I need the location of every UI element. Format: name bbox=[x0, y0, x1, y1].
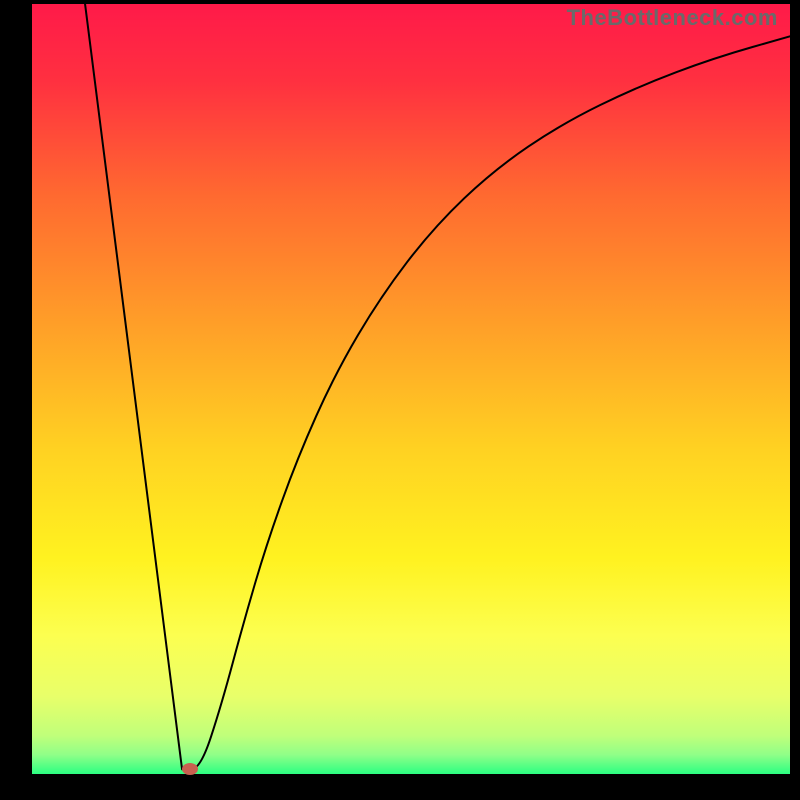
chart-frame: TheBottleneck.com bbox=[0, 0, 800, 800]
bottleneck-curve bbox=[0, 0, 800, 800]
watermark-text: TheBottleneck.com bbox=[567, 5, 778, 31]
